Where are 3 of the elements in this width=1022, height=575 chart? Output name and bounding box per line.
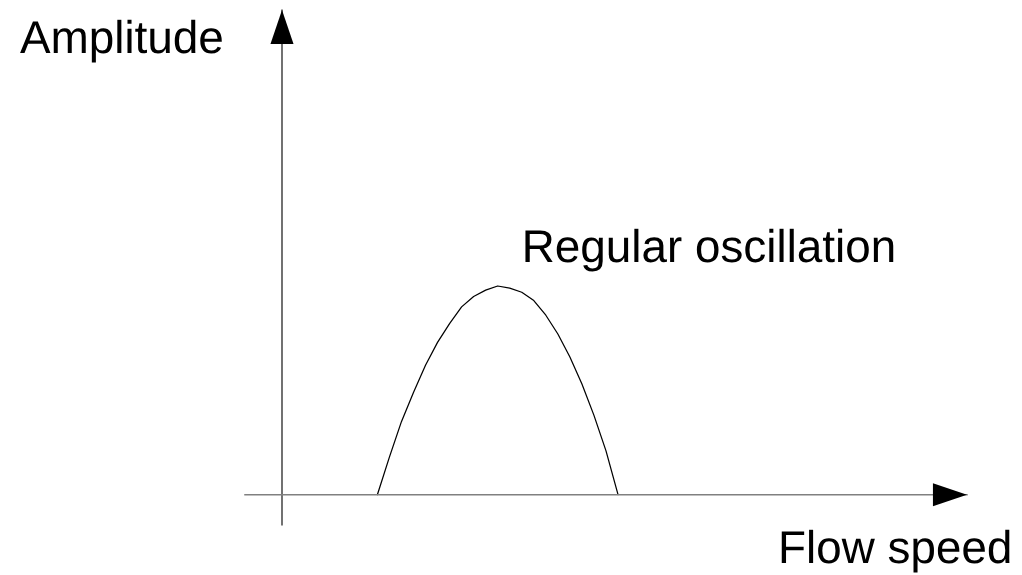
series-label: Regular oscillation	[525, 228, 894, 272]
y-axis-title: Amplitude	[20, 19, 222, 63]
x-axis-title: Flow speed	[781, 529, 1010, 573]
